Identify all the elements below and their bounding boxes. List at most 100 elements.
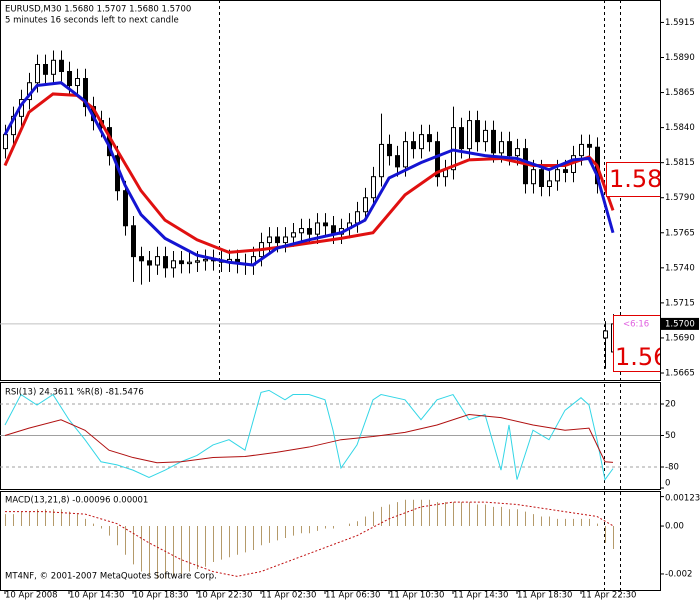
candle-body (35, 64, 40, 84)
candle-body (467, 120, 472, 150)
candle-body (395, 155, 400, 168)
y-tick-label: 0 (665, 479, 670, 489)
y-tick-label: 1.5815 (665, 158, 695, 168)
candle-body (51, 59, 56, 75)
y-tick-label: 1.5715 (665, 298, 695, 308)
candle-timer: <6:16 (623, 320, 649, 330)
candle-body (195, 260, 200, 263)
candle-body (499, 141, 504, 154)
candle-body (43, 64, 48, 75)
x-tick-label: 11 Apr 18:30 (517, 591, 572, 600)
price-label: 1.580 (609, 165, 678, 193)
x-tick-label: 11 Apr 22:30 (581, 591, 636, 600)
indicator-line (3, 81, 615, 267)
x-tick-label: 10 Apr 22:30 (197, 591, 252, 600)
y-tick-label: 1.5890 (665, 53, 695, 63)
candle-body (163, 256, 168, 269)
candle-body (131, 225, 136, 258)
candle-body (355, 211, 360, 224)
candle-body (323, 222, 328, 227)
x-tick-label: 10 Apr 14:30 (69, 591, 124, 600)
candle-body (291, 232, 296, 238)
candle-body (563, 169, 568, 173)
x-tick-label: 11 Apr 06:30 (325, 591, 380, 600)
y-tick-label: 1.5865 (665, 88, 695, 98)
candle-body (403, 141, 408, 168)
indicator-title: RSI(13) 24.3611 %R(8) -81.5476 (5, 388, 144, 398)
candle-body (75, 78, 80, 87)
candle-body (187, 261, 192, 265)
y-tick-label: 1.5915 (665, 18, 695, 28)
candle-body (427, 134, 432, 143)
y-tick-label: 1.5790 (665, 193, 695, 203)
candle-body (203, 258, 208, 262)
candle-body (371, 176, 376, 199)
candle-body (283, 236, 288, 244)
candle-body (59, 59, 64, 73)
y-tick-label: 1.5840 (665, 123, 695, 133)
candle-body (275, 236, 280, 244)
candle-body (555, 169, 560, 182)
bid-label-box (661, 317, 699, 330)
chart-subtitle: 5 minutes 16 seconds left to next candle (5, 16, 179, 26)
candle-body (603, 330, 608, 339)
macd-pane (0, 491, 661, 591)
candle-body (363, 197, 368, 213)
candle-body (419, 134, 424, 150)
candle-body (171, 260, 176, 269)
candle-body (3, 134, 8, 150)
candle-body (475, 120, 480, 143)
candle-body (267, 236, 272, 244)
x-tick-label: 10 Apr 18:30 (133, 591, 188, 600)
candle-body (123, 190, 128, 227)
y-tick-label: 50 (665, 431, 676, 441)
bid-label: 1.5700 (665, 319, 695, 329)
candle-body (315, 222, 320, 235)
candle-body (587, 143, 592, 148)
candle-body (83, 78, 88, 108)
candle-body (387, 143, 392, 157)
candle-body (307, 228, 312, 235)
candle-body (579, 143, 584, 157)
candle-body (523, 148, 528, 185)
candle-body (515, 148, 520, 157)
candle-body (299, 228, 304, 234)
y-tick-label: 1.5740 (665, 263, 695, 273)
candle-body (435, 141, 440, 178)
y-tick-label: 1.5690 (665, 333, 695, 343)
x-tick-label: 11 Apr 10:30 (389, 591, 444, 600)
price-labels: 1.580 1.56 (606, 162, 678, 372)
x-tick-label: 11 Apr 02:30 (261, 591, 316, 600)
indicator-line (4, 389, 614, 481)
y-tick-label: -80 (665, 463, 679, 473)
copyright: MT4NF, © 2001-2007 MetaQuotes Software C… (5, 572, 217, 582)
candle-body (139, 256, 144, 262)
y-tick-label: 0.00123 (665, 494, 700, 504)
candle-body (411, 141, 416, 150)
candle-body (179, 260, 184, 265)
candle-body (459, 127, 464, 150)
candle-body (147, 260, 152, 266)
candle-body (491, 129, 496, 154)
y-tick-label: 1.5665 (665, 368, 695, 378)
y-tick-label: -0.002 (665, 569, 692, 579)
candle-body (155, 256, 160, 266)
x-tick-label: 10 Apr 2008 (5, 591, 58, 600)
candle-body (531, 169, 536, 185)
candle-body (507, 141, 512, 157)
candle-body (539, 169, 544, 187)
indicator-title: MACD(13,21,8) -0.00096 0.00001 (5, 496, 148, 506)
chart-title: EURUSD,M30 1.5680 1.5707 1.5680 1.5700 (5, 5, 191, 15)
candle-body (67, 71, 72, 87)
x-tick-label: 11 Apr 14:30 (453, 591, 508, 600)
price-label-box (613, 315, 660, 372)
y-tick-label: 0.00 (665, 522, 684, 532)
candle-body (379, 143, 384, 178)
y-tick-label: 20 (665, 400, 676, 410)
price-label-box (606, 162, 660, 197)
price-label: 1.56 (615, 343, 668, 371)
price-pane (0, 0, 661, 381)
indicator-line (5, 501, 614, 577)
